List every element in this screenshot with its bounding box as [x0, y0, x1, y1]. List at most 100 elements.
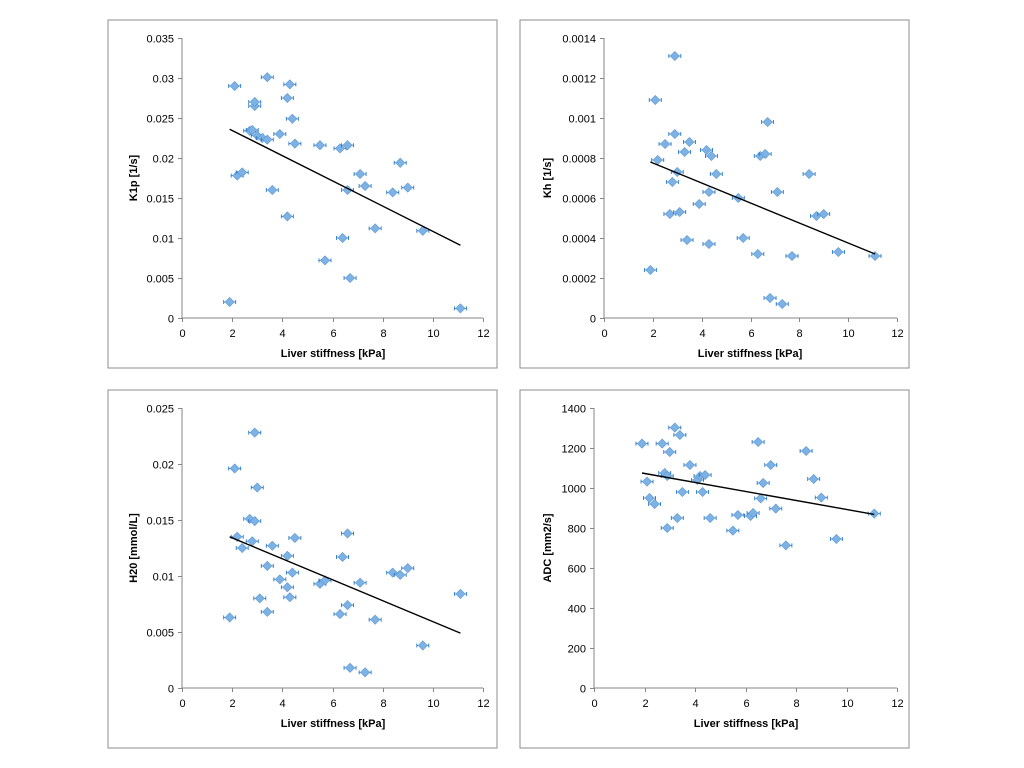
trend-line [650, 161, 876, 255]
data-point [640, 476, 654, 487]
y-tick-label: 0 [580, 684, 586, 696]
data-point [288, 138, 302, 149]
data-point [260, 134, 274, 145]
data-point [761, 116, 775, 128]
y-tick-label: 800 [568, 524, 586, 536]
data-point [265, 540, 279, 551]
data-point [663, 446, 677, 458]
data-point [368, 223, 382, 234]
y-tick-label: 0.01 [153, 572, 174, 584]
data-point [318, 575, 332, 586]
data-point [814, 492, 828, 503]
x-tick-label: 4 [699, 328, 705, 340]
data-point [702, 186, 716, 198]
x-tick-label: 6 [330, 698, 336, 710]
y-tick-label: 0.03 [153, 74, 174, 86]
x-axis-title: Liver stiffness [kPa] [698, 348, 803, 360]
data-point [260, 72, 274, 83]
data-point [368, 614, 382, 625]
data-point [660, 522, 674, 534]
data-point [336, 232, 349, 244]
y-tick-label: 0.035 [146, 34, 174, 46]
data-point [643, 492, 656, 504]
data-point [704, 150, 718, 162]
x-tick-label: 0 [601, 328, 607, 340]
x-tick-label: 0 [179, 698, 185, 710]
data-point [736, 232, 750, 244]
data-point [668, 422, 682, 433]
trend-line [229, 536, 461, 634]
x-tick-label: 4 [279, 328, 285, 340]
data-point [746, 507, 760, 519]
data-point [779, 540, 793, 551]
data-point [754, 493, 768, 504]
x-tick-label: 12 [891, 698, 903, 710]
data-point [228, 463, 242, 474]
data-point [696, 486, 710, 498]
data-point [660, 470, 674, 482]
data-point [764, 459, 778, 471]
data-point [333, 609, 347, 620]
x-tick-label: 12 [477, 328, 489, 340]
data-point [358, 180, 372, 192]
trend-line [641, 472, 875, 516]
data-point [648, 94, 662, 106]
data-point [401, 182, 415, 193]
y-tick-label: 0.0004 [562, 234, 596, 246]
chart-frame [107, 19, 498, 369]
data-point [763, 292, 777, 304]
plot-area-kh: 0 0.0002 0.0004 0.0006 0.0008 0.001 0.0012 0.00… [562, 34, 903, 341]
data-point [700, 144, 713, 156]
data-point [868, 250, 882, 262]
data-point [635, 438, 649, 449]
data-point [751, 436, 765, 448]
data-point [785, 250, 799, 262]
data-point [343, 662, 357, 673]
data-point [393, 157, 407, 168]
y-tick-label: 0 [168, 684, 174, 696]
trend-line [229, 128, 461, 246]
plot-area-h20: 0 0.005 0.01 0.015 0.02 0.025 0 2 4 6 8 10 12 [146, 404, 489, 711]
y-tick-label: 0.025 [146, 404, 174, 416]
y-axis-title: Kh [1/s] [542, 157, 554, 198]
x-tick-label: 6 [330, 328, 336, 340]
y-tick-label: 0.0014 [562, 34, 596, 46]
data-point [341, 528, 354, 539]
x-tick-label: 2 [229, 698, 235, 710]
chart-frame [107, 389, 498, 749]
y-tick-label: 0.001 [568, 114, 596, 126]
data-point [831, 246, 845, 258]
data-point [807, 473, 821, 485]
data-point [223, 612, 237, 623]
data-point [353, 168, 367, 180]
y-tick-label: 0.0002 [562, 274, 596, 286]
data-point [273, 574, 287, 585]
data-point [453, 303, 467, 314]
y-tick-label: 1200 [562, 444, 586, 456]
data-point [393, 569, 407, 580]
data-point [680, 234, 694, 246]
x-tick-label: 2 [229, 328, 235, 340]
chart-panel-h20: 0 0.005 0.01 0.015 0.02 0.025 0 2 4 6 8 10 12 Liver … [107, 389, 498, 749]
data-point [416, 225, 430, 236]
data-point [663, 208, 677, 220]
data-point [285, 113, 299, 124]
x-tick-label: 4 [279, 698, 285, 710]
data-point [336, 551, 349, 562]
data-point [358, 667, 372, 678]
y-tick-label: 0.02 [153, 460, 174, 472]
x-tick-label: 10 [427, 698, 439, 710]
y-tick-label: 0.005 [146, 274, 174, 286]
data-point [758, 148, 772, 160]
x-tick-label: 8 [796, 328, 802, 340]
data-point [775, 298, 789, 310]
data-point [245, 124, 259, 136]
data-point [678, 146, 692, 158]
x-tick-label: 10 [427, 328, 439, 340]
y-tick-label: 0.0012 [562, 74, 596, 86]
data-point [283, 592, 297, 603]
data-point [253, 593, 267, 604]
x-tick-label: 6 [748, 328, 754, 340]
data-point [265, 184, 279, 196]
y-tick-label: 0.0006 [562, 194, 596, 206]
